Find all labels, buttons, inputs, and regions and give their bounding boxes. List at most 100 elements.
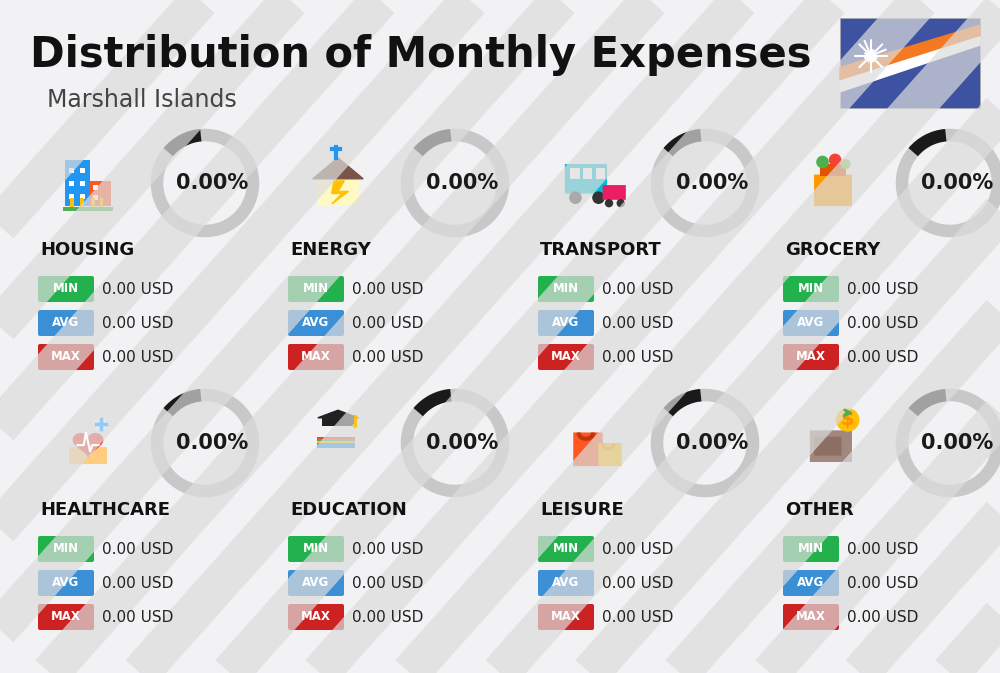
FancyBboxPatch shape bbox=[538, 276, 594, 302]
Polygon shape bbox=[332, 181, 349, 204]
FancyBboxPatch shape bbox=[596, 168, 605, 179]
FancyBboxPatch shape bbox=[538, 536, 594, 562]
Text: 0.00 USD: 0.00 USD bbox=[102, 349, 173, 365]
Circle shape bbox=[617, 199, 625, 207]
Text: AVG: AVG bbox=[552, 316, 580, 330]
Text: 0.00 USD: 0.00 USD bbox=[847, 542, 918, 557]
Circle shape bbox=[841, 159, 851, 169]
Text: MIN: MIN bbox=[798, 283, 824, 295]
Text: 0.00 USD: 0.00 USD bbox=[352, 349, 423, 365]
Text: MAX: MAX bbox=[796, 610, 826, 623]
Polygon shape bbox=[73, 433, 103, 456]
Polygon shape bbox=[840, 37, 980, 92]
FancyBboxPatch shape bbox=[317, 439, 355, 444]
Text: 0.00 USD: 0.00 USD bbox=[602, 316, 673, 330]
Text: MIN: MIN bbox=[798, 542, 824, 555]
FancyBboxPatch shape bbox=[91, 198, 95, 207]
Text: MAX: MAX bbox=[551, 351, 581, 363]
Text: Marshall Islands: Marshall Islands bbox=[47, 88, 237, 112]
FancyBboxPatch shape bbox=[69, 194, 74, 199]
FancyBboxPatch shape bbox=[783, 570, 839, 596]
FancyBboxPatch shape bbox=[322, 418, 354, 426]
Text: TRANSPORT: TRANSPORT bbox=[540, 241, 662, 259]
Text: Distribution of Monthly Expenses: Distribution of Monthly Expenses bbox=[30, 34, 812, 76]
Text: ENERGY: ENERGY bbox=[290, 241, 371, 259]
Text: 0.00 USD: 0.00 USD bbox=[847, 575, 918, 590]
Text: 0.00%: 0.00% bbox=[426, 173, 498, 193]
FancyBboxPatch shape bbox=[570, 168, 580, 179]
Text: MAX: MAX bbox=[51, 610, 81, 623]
Text: MAX: MAX bbox=[301, 610, 331, 623]
FancyBboxPatch shape bbox=[603, 185, 626, 200]
FancyBboxPatch shape bbox=[63, 207, 113, 211]
Text: MAX: MAX bbox=[301, 351, 331, 363]
FancyBboxPatch shape bbox=[80, 181, 85, 186]
FancyBboxPatch shape bbox=[80, 198, 84, 207]
FancyBboxPatch shape bbox=[288, 310, 344, 336]
FancyBboxPatch shape bbox=[69, 447, 107, 464]
FancyBboxPatch shape bbox=[538, 310, 594, 336]
FancyBboxPatch shape bbox=[69, 181, 74, 186]
Text: AVG: AVG bbox=[52, 577, 80, 590]
FancyBboxPatch shape bbox=[317, 437, 355, 441]
FancyBboxPatch shape bbox=[583, 168, 592, 179]
Text: 0.00 USD: 0.00 USD bbox=[602, 349, 673, 365]
FancyBboxPatch shape bbox=[783, 344, 839, 370]
FancyBboxPatch shape bbox=[80, 194, 85, 199]
FancyBboxPatch shape bbox=[38, 276, 94, 302]
Text: 0.00 USD: 0.00 USD bbox=[102, 281, 173, 297]
FancyBboxPatch shape bbox=[288, 536, 344, 562]
Text: MIN: MIN bbox=[553, 542, 579, 555]
Text: 0.00 USD: 0.00 USD bbox=[602, 542, 673, 557]
FancyBboxPatch shape bbox=[538, 604, 594, 630]
Text: 0.00 USD: 0.00 USD bbox=[102, 316, 173, 330]
FancyBboxPatch shape bbox=[38, 570, 94, 596]
Circle shape bbox=[569, 191, 582, 204]
Text: 0.00%: 0.00% bbox=[921, 433, 993, 453]
FancyBboxPatch shape bbox=[38, 310, 94, 336]
Text: $: $ bbox=[841, 411, 855, 429]
Text: 0.00 USD: 0.00 USD bbox=[352, 575, 423, 590]
Polygon shape bbox=[840, 25, 980, 81]
FancyBboxPatch shape bbox=[840, 18, 980, 108]
Text: HEALTHCARE: HEALTHCARE bbox=[40, 501, 170, 519]
FancyBboxPatch shape bbox=[820, 164, 846, 176]
Circle shape bbox=[829, 153, 841, 166]
Text: GROCERY: GROCERY bbox=[785, 241, 880, 259]
FancyBboxPatch shape bbox=[288, 570, 344, 596]
Circle shape bbox=[816, 155, 829, 168]
FancyBboxPatch shape bbox=[538, 344, 594, 370]
FancyBboxPatch shape bbox=[288, 604, 344, 630]
Text: MAX: MAX bbox=[551, 610, 581, 623]
Text: 0.00 USD: 0.00 USD bbox=[102, 575, 173, 590]
FancyBboxPatch shape bbox=[38, 344, 94, 370]
Text: LEISURE: LEISURE bbox=[540, 501, 624, 519]
Text: AVG: AVG bbox=[52, 316, 80, 330]
Text: 0.00 USD: 0.00 USD bbox=[847, 281, 918, 297]
FancyBboxPatch shape bbox=[90, 181, 111, 206]
FancyBboxPatch shape bbox=[783, 604, 839, 630]
FancyBboxPatch shape bbox=[70, 198, 74, 207]
Text: 0.00%: 0.00% bbox=[176, 433, 248, 453]
FancyBboxPatch shape bbox=[93, 194, 98, 200]
Text: MIN: MIN bbox=[303, 542, 329, 555]
Text: 0.00 USD: 0.00 USD bbox=[602, 575, 673, 590]
Circle shape bbox=[836, 408, 859, 431]
Polygon shape bbox=[318, 411, 358, 418]
Text: MAX: MAX bbox=[51, 351, 81, 363]
FancyBboxPatch shape bbox=[783, 310, 839, 336]
Text: 0.00 USD: 0.00 USD bbox=[602, 281, 673, 297]
Text: EDUCATION: EDUCATION bbox=[290, 501, 407, 519]
Text: HOUSING: HOUSING bbox=[40, 241, 134, 259]
Text: AVG: AVG bbox=[302, 316, 330, 330]
FancyBboxPatch shape bbox=[573, 433, 603, 466]
Circle shape bbox=[352, 424, 357, 429]
Text: MIN: MIN bbox=[53, 542, 79, 555]
Text: 0.00%: 0.00% bbox=[676, 433, 748, 453]
Text: 0.00 USD: 0.00 USD bbox=[352, 542, 423, 557]
Text: 0.00%: 0.00% bbox=[921, 173, 993, 193]
FancyBboxPatch shape bbox=[783, 536, 839, 562]
FancyBboxPatch shape bbox=[93, 185, 98, 190]
Text: 0.00 USD: 0.00 USD bbox=[352, 316, 423, 330]
Circle shape bbox=[93, 417, 108, 431]
